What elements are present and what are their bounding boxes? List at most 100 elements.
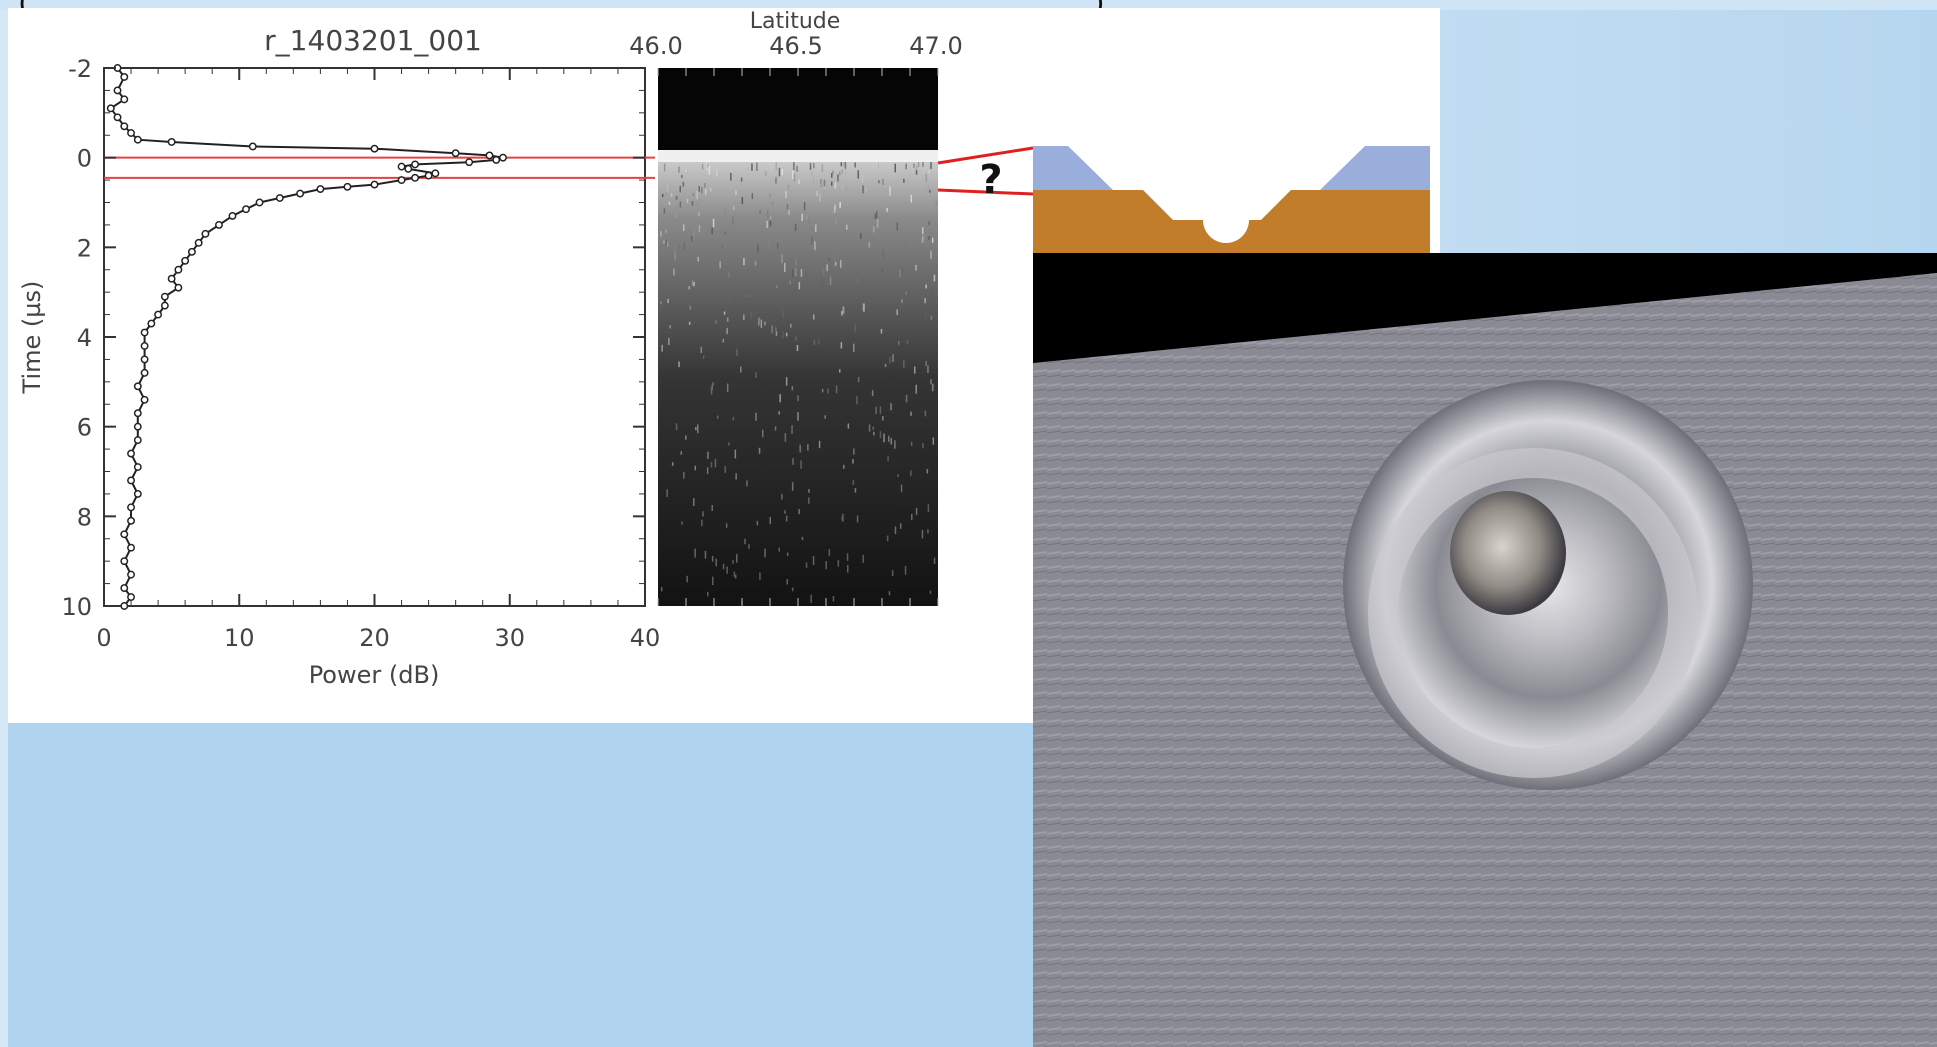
speckle xyxy=(686,198,689,203)
speckle xyxy=(796,165,798,172)
y-tick-label: 8 xyxy=(77,503,92,531)
speckle xyxy=(669,325,671,329)
data-point xyxy=(343,182,352,191)
speckle xyxy=(756,520,759,526)
speckle xyxy=(910,470,912,477)
crater-photo xyxy=(1033,253,1937,1047)
x-tick-label: 20 xyxy=(359,624,390,652)
speckle xyxy=(803,202,806,211)
image-no-data-region xyxy=(1033,253,1937,363)
speckle xyxy=(857,377,860,383)
speckle xyxy=(751,193,754,200)
speckle xyxy=(666,489,668,497)
speckle xyxy=(712,382,714,386)
speckle xyxy=(740,366,742,373)
latitude-tick-label: 46.5 xyxy=(769,32,822,60)
speckle xyxy=(861,228,863,234)
speckle xyxy=(899,269,901,278)
speckle xyxy=(925,284,927,289)
speckle xyxy=(781,493,783,500)
speckle xyxy=(820,179,822,184)
speckle xyxy=(839,202,841,208)
speckle xyxy=(785,332,788,337)
speckle xyxy=(660,231,662,237)
speckle xyxy=(661,586,663,592)
speckle xyxy=(915,265,917,271)
speckle xyxy=(878,180,880,184)
speckle xyxy=(698,186,700,192)
speckle xyxy=(697,202,699,206)
speckle xyxy=(832,170,834,175)
speckle xyxy=(915,165,918,171)
speckle xyxy=(677,246,680,251)
speckle xyxy=(927,365,929,373)
speckle xyxy=(930,162,932,169)
speckle xyxy=(732,560,734,564)
speckle xyxy=(854,162,856,168)
speckle xyxy=(719,261,721,269)
speckle xyxy=(710,461,713,468)
speckle xyxy=(695,427,697,431)
speckle xyxy=(930,250,932,260)
speckle xyxy=(808,497,810,504)
speckle xyxy=(928,221,930,226)
speckle xyxy=(661,344,663,352)
speckle xyxy=(835,385,838,394)
question-mark: ? xyxy=(979,157,1002,203)
speckle xyxy=(735,190,737,196)
speckle xyxy=(915,507,918,515)
speckle xyxy=(778,411,780,415)
chart-title: r_1403201_001 xyxy=(264,24,482,57)
speckle xyxy=(847,423,850,429)
data-point xyxy=(140,328,149,337)
speckle xyxy=(795,258,797,266)
y-axis-label: Time (µs) xyxy=(18,281,46,395)
speckle xyxy=(862,554,864,563)
speckle xyxy=(887,456,889,462)
speckle xyxy=(806,215,808,220)
speckle xyxy=(775,285,778,289)
speckle xyxy=(818,339,820,345)
data-point xyxy=(133,422,142,431)
speckle xyxy=(785,191,787,199)
speckle xyxy=(682,181,685,187)
speckle xyxy=(876,210,878,219)
speckle xyxy=(691,236,693,242)
speckle xyxy=(759,572,761,580)
data-point xyxy=(133,436,142,445)
speckle xyxy=(711,384,713,391)
data-point xyxy=(248,142,257,151)
speckle xyxy=(843,308,845,314)
data-point xyxy=(154,310,163,319)
speckle xyxy=(905,242,907,247)
speckle xyxy=(926,469,929,474)
y-tick-label: 2 xyxy=(77,234,92,262)
speckle xyxy=(696,190,698,200)
speckle xyxy=(675,212,678,219)
speckle xyxy=(894,440,896,449)
speckle xyxy=(856,278,859,283)
data-point xyxy=(397,176,406,185)
speckle xyxy=(801,213,803,222)
speckle xyxy=(868,242,871,248)
speckle xyxy=(666,241,669,247)
speckle xyxy=(668,201,671,205)
speckle xyxy=(728,442,730,446)
speckle xyxy=(779,394,781,403)
y-tick-label: 10 xyxy=(61,593,92,621)
speckle xyxy=(821,164,824,173)
speckle xyxy=(834,251,836,261)
data-point xyxy=(228,212,237,220)
data-point xyxy=(113,86,122,95)
x-axis-ticks: 0 10 20 30 40 xyxy=(96,68,660,652)
speckle xyxy=(813,314,815,320)
speckle xyxy=(736,245,738,249)
crater-central-pit xyxy=(1450,491,1566,615)
speckle xyxy=(933,274,936,282)
speckle xyxy=(674,251,676,261)
data-point xyxy=(160,301,169,310)
data-point xyxy=(451,149,460,158)
speckle xyxy=(741,197,744,205)
data-point xyxy=(499,153,507,162)
speckle xyxy=(708,165,711,175)
